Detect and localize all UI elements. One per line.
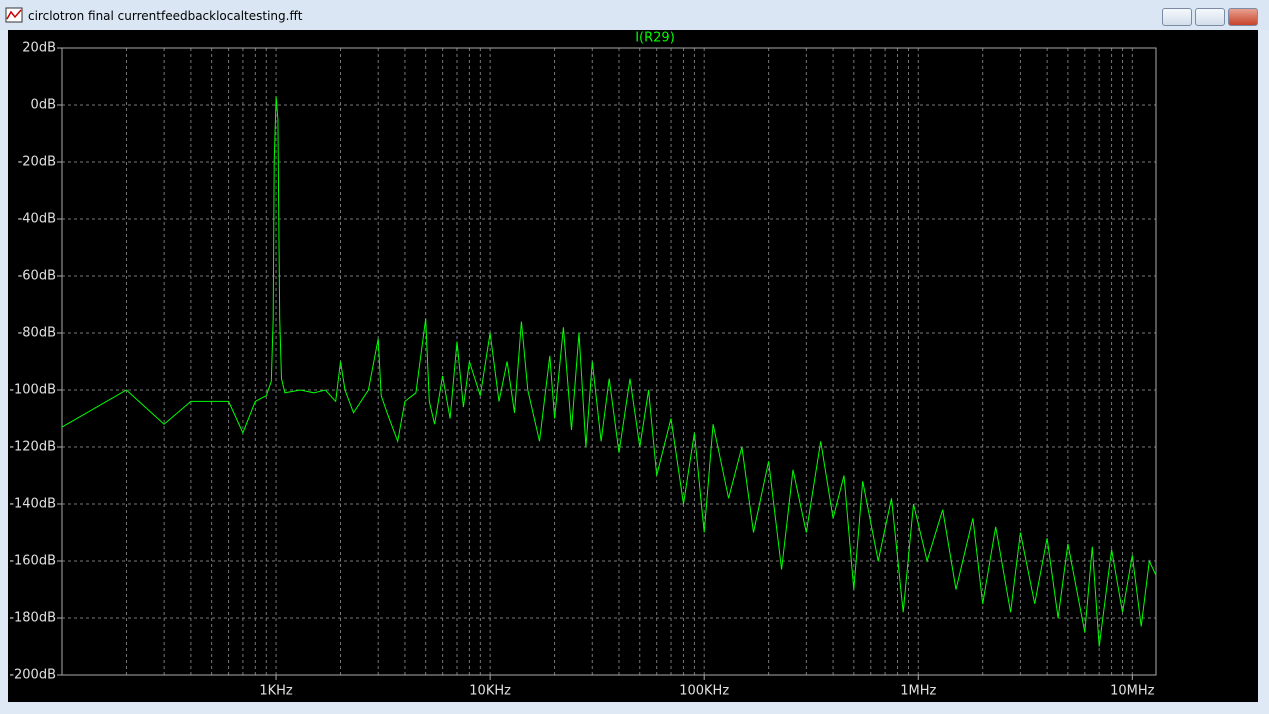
- plot-frame: [61, 47, 1157, 676]
- x-tick-label: 10KHz: [469, 684, 511, 699]
- title-bar: circlotron final currentfeedbacklocaltes…: [0, 0, 1269, 30]
- x-tick-label: 1MHz: [900, 684, 936, 699]
- y-tick-label: -100dB: [9, 383, 56, 398]
- legend-entry: I(R29): [635, 31, 675, 46]
- plot-panel: [8, 30, 1258, 702]
- y-tick-label: -140dB: [9, 497, 56, 512]
- y-tick-label: 20dB: [22, 41, 56, 56]
- trace: [61, 96, 1157, 647]
- y-tick-label: -80dB: [18, 326, 56, 341]
- y-tick-label: -20dB: [18, 155, 56, 170]
- close-button[interactable]: [1228, 8, 1258, 26]
- y-tick-label: -180dB: [9, 611, 56, 626]
- y-tick-label: 0dB: [31, 98, 56, 113]
- y-tick-label: -160dB: [9, 554, 56, 569]
- y-tick-label: -200dB: [9, 668, 56, 683]
- y-tick-label: -40dB: [18, 212, 56, 227]
- maximize-button[interactable]: [1195, 8, 1225, 26]
- minimize-button[interactable]: [1162, 8, 1192, 26]
- x-tick-label: 10MHz: [1110, 684, 1155, 699]
- x-tick-label: 100KHz: [679, 684, 729, 699]
- window-icon: [5, 7, 23, 23]
- window-title: circlotron final currentfeedbacklocaltes…: [28, 9, 303, 23]
- y-tick-label: -60dB: [18, 269, 56, 284]
- x-tick-label: 1KHz: [259, 684, 293, 699]
- y-tick-label: -120dB: [9, 440, 56, 455]
